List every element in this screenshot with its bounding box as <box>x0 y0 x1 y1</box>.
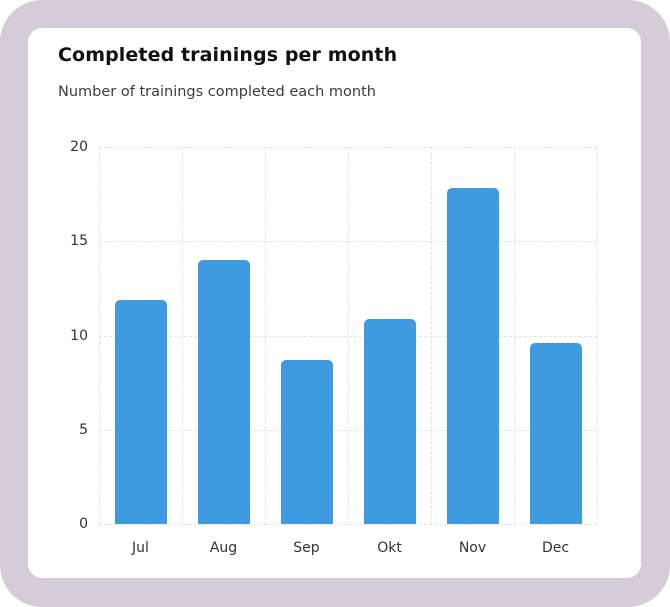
gridline-vertical <box>431 147 432 524</box>
bar-aug[interactable] <box>197 260 250 524</box>
plot-area <box>99 147 598 525</box>
y-tick-label: 0 <box>79 516 88 532</box>
gridline-vertical <box>99 147 100 524</box>
y-tick-label: 15 <box>70 233 88 250</box>
bar-okt[interactable] <box>363 318 416 524</box>
bar-jul[interactable] <box>114 299 167 524</box>
gridline-vertical <box>348 147 349 524</box>
bar-nov[interactable] <box>446 188 499 524</box>
gridline-vertical <box>182 147 183 524</box>
gridline-horizontal <box>99 524 597 525</box>
y-tick-label: 5 <box>79 421 88 438</box>
x-tick-label: Okt <box>377 540 402 556</box>
bar-sep[interactable] <box>280 360 333 524</box>
gridline-vertical <box>514 147 515 524</box>
gridline-vertical <box>597 147 598 524</box>
y-tick-label: 10 <box>70 327 88 344</box>
x-tick-label: Aug <box>209 540 238 556</box>
bar-dec[interactable] <box>529 343 582 524</box>
y-tick-label: 20 <box>70 139 88 155</box>
chart-subtitle: Number of trainings completed each month <box>58 84 376 100</box>
chart-title: Completed trainings per month <box>58 44 398 66</box>
x-tick-label: Dec <box>541 540 570 556</box>
x-tick-label: Nov <box>458 540 487 556</box>
x-tick-label: Jul <box>132 540 149 556</box>
x-tick-label: Sep <box>293 540 320 556</box>
gridline-vertical <box>265 147 266 524</box>
